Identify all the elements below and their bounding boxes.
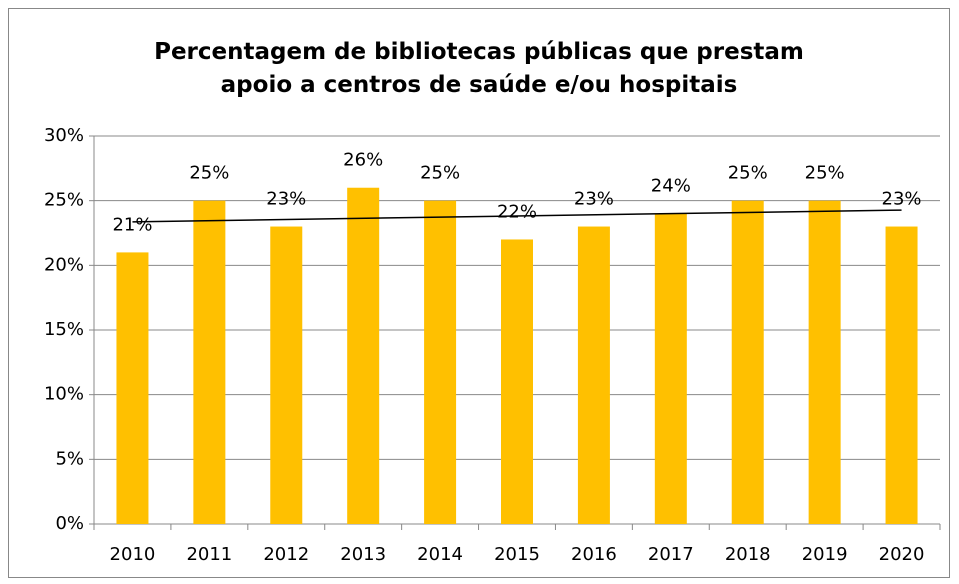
x-tick-label: 2018: [725, 544, 771, 565]
value-label: 23%: [266, 189, 306, 210]
chart-border: [8, 8, 950, 578]
y-tick-label: 0%: [55, 513, 84, 534]
value-label: 23%: [882, 189, 922, 210]
bar: [731, 200, 764, 524]
bar: [424, 200, 457, 524]
value-label: 21%: [112, 214, 152, 235]
value-label: 22%: [497, 201, 537, 222]
x-tick-label: 2011: [186, 544, 232, 565]
bar: [270, 226, 303, 525]
bar: [193, 200, 226, 524]
x-tick-label: 2017: [648, 544, 694, 565]
bar: [654, 213, 687, 524]
value-label: 24%: [651, 176, 691, 197]
y-tick-label: 25%: [44, 190, 84, 211]
value-label: 25%: [805, 163, 845, 184]
y-tick-label: 10%: [44, 384, 84, 405]
bar: [116, 252, 149, 524]
y-tick-label: 15%: [44, 319, 84, 340]
x-tick-label: 2016: [571, 544, 617, 565]
chart-title: Percentagem de bibliotecas públicas que …: [154, 39, 804, 98]
value-label: 26%: [343, 150, 383, 171]
x-tick-label: 2013: [340, 544, 386, 565]
trendline: [132, 209, 902, 223]
bar: [885, 226, 918, 525]
x-tick-label: 2010: [110, 544, 156, 565]
x-tick-label: 2020: [879, 544, 925, 565]
x-tick-label: 2015: [494, 544, 540, 565]
y-tick-label: 20%: [44, 254, 84, 275]
bar: [808, 200, 841, 524]
bar: [577, 226, 610, 525]
value-label: 25%: [728, 163, 768, 184]
y-tick-label: 5%: [55, 448, 84, 469]
x-tick-label: 2012: [263, 544, 309, 565]
value-label: 23%: [574, 189, 614, 210]
bar: [347, 187, 380, 524]
x-tick-label: 2019: [802, 544, 848, 565]
value-label: 25%: [189, 163, 229, 184]
bar: [501, 239, 533, 524]
value-label: 25%: [420, 163, 460, 184]
y-tick-label: 30%: [44, 125, 84, 146]
x-tick-label: 2014: [417, 544, 463, 565]
